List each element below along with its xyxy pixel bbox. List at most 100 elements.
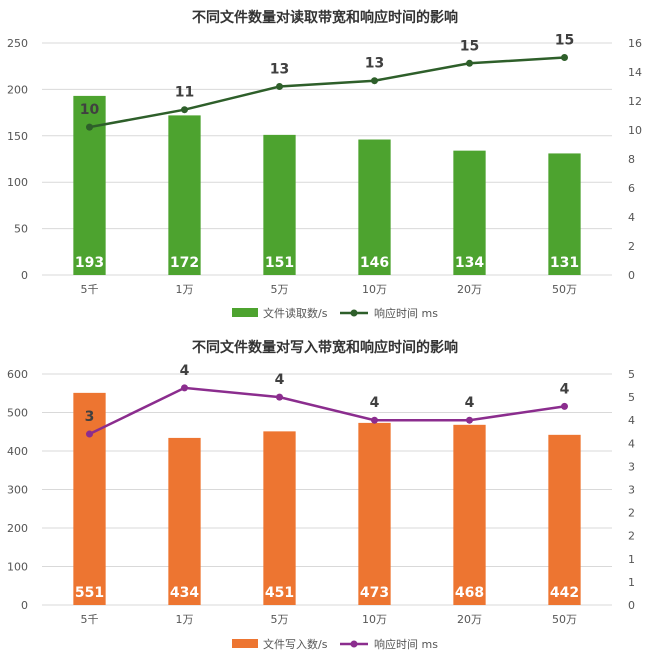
read-chart: 不同文件数量对读取带宽和响应时间的影响 0 50 100 150 200 250 0 2 4 6 8… <box>7 9 642 320</box>
line-value-label: 4 <box>465 395 475 411</box>
bar-value-label: 134 <box>455 255 484 271</box>
y-right-tick-label: 3 <box>628 484 635 497</box>
y-left-tick-label: 100 <box>7 176 28 189</box>
y-left-tick-label: 150 <box>7 130 28 143</box>
legend-bar-label: 文件读取数/s <box>263 306 328 320</box>
line-point <box>181 384 188 392</box>
y-right-tick-label: 8 <box>628 153 635 166</box>
bar <box>263 431 296 605</box>
x-tick-label: 5万 <box>271 613 289 626</box>
y-left-tick-label: 0 <box>21 599 28 612</box>
y-left-tick-label: 50 <box>14 223 28 236</box>
bar-value-label: 551 <box>75 585 104 601</box>
line-point <box>371 77 378 85</box>
bar <box>168 437 201 605</box>
y-left-tick-label: 100 <box>7 561 28 574</box>
x-tick-label: 20万 <box>457 283 482 296</box>
legend-line-label: 响应时间 ms <box>374 637 438 651</box>
x-tick-label: 10万 <box>362 613 387 626</box>
line-value-label: 13 <box>365 56 384 72</box>
y-right-tick-label: 1 <box>628 576 635 589</box>
y-left-tick-label: 200 <box>7 83 28 96</box>
x-tick-label: 20万 <box>457 613 482 626</box>
x-tick-label: 5千 <box>81 613 99 626</box>
bar <box>263 134 296 275</box>
legend-bar-label: 文件写入数/s <box>263 637 328 651</box>
x-tick-label: 1万 <box>176 613 194 626</box>
y-right-tick-label: 1 <box>628 553 635 566</box>
line-point <box>86 430 93 438</box>
line-point <box>86 123 93 131</box>
line-value-label: 3 <box>85 409 95 425</box>
line-point <box>561 402 568 410</box>
bar-value-label: 451 <box>265 585 294 601</box>
bar-value-label: 146 <box>360 255 389 271</box>
y-right-tick-label: 5 <box>628 368 635 381</box>
y-left-tick-label: 500 <box>7 407 28 420</box>
x-tick-label: 50万 <box>552 283 577 296</box>
bar <box>168 115 201 275</box>
y-right-tick-label: 16 <box>628 37 642 50</box>
line-series <box>88 386 565 436</box>
y-left-tick-label: 400 <box>7 445 28 458</box>
y-right-tick-label: 0 <box>628 269 635 282</box>
line-point <box>561 54 568 61</box>
y-right-tick-label: 4 <box>628 437 635 450</box>
bar-value-label: 151 <box>265 255 294 271</box>
x-tick-label: 5万 <box>271 283 289 296</box>
bar-value-label: 468 <box>455 585 484 601</box>
y-right-tick-label: 10 <box>628 124 642 137</box>
bar-value-label: 172 <box>170 255 199 271</box>
legend-line-label: 响应时间 ms <box>374 306 438 320</box>
y-left-tick-label: 0 <box>21 269 28 282</box>
y-right-tick-label: 12 <box>628 95 642 108</box>
chart-title: 不同文件数量对写入带宽和响应时间的影响 <box>192 339 458 356</box>
y-left-tick-label: 250 <box>7 37 28 50</box>
bar-value-label: 473 <box>360 585 389 601</box>
x-tick-label: 10万 <box>362 283 387 296</box>
y-right-tick-label: 14 <box>628 66 642 79</box>
line-point <box>371 416 378 424</box>
bar-value-label: 434 <box>170 585 199 601</box>
y-left-tick-label: 300 <box>7 484 28 497</box>
line-value-label: 15 <box>460 38 479 54</box>
y-right-tick-label: 2 <box>628 530 635 543</box>
bar <box>548 153 581 275</box>
y-right-tick-label: 4 <box>628 211 635 224</box>
y-right-tick-label: 5 <box>628 391 635 404</box>
line-value-label: 13 <box>270 62 289 78</box>
line-series <box>89 56 565 129</box>
bar <box>453 424 486 605</box>
chart-title: 不同文件数量对读取带宽和响应时间的影响 <box>192 9 458 26</box>
line-value-label: 15 <box>555 33 574 49</box>
legend-bar-swatch <box>232 308 258 317</box>
legend-line-marker <box>350 640 358 648</box>
y-right-tick-label: 4 <box>628 414 635 427</box>
line-point <box>181 106 188 114</box>
line-value-label: 4 <box>370 395 380 411</box>
line-point <box>276 83 283 90</box>
line-value-label: 4 <box>275 372 285 388</box>
line-value-label: 11 <box>175 85 194 101</box>
read-chart-panel: 不同文件数量对读取带宽和响应时间的影响 0 50 100 150 200 250 0 2 4 6 8… <box>0 0 650 330</box>
line-point <box>276 393 283 401</box>
write-chart: 不同文件数量对写入带宽和响应时间的影响 0 100 200 300 400 500 600 0… <box>7 339 635 651</box>
x-tick-label: 1万 <box>176 283 194 296</box>
x-tick-label: 5千 <box>81 283 99 296</box>
line-value-label: 4 <box>180 363 190 379</box>
bar <box>358 139 391 275</box>
line-point <box>466 59 473 67</box>
line-point <box>466 416 473 424</box>
legend-line-marker <box>350 309 358 317</box>
write-chart-panel: 不同文件数量对写入带宽和响应时间的影响 0 100 200 300 400 500 600 0… <box>0 330 650 660</box>
y-right-tick-label: 2 <box>628 507 635 520</box>
y-right-tick-label: 0 <box>628 599 635 612</box>
bar <box>358 422 391 605</box>
legend-bar-swatch <box>232 639 258 648</box>
y-right-tick-label: 3 <box>628 460 635 473</box>
bar <box>73 95 106 275</box>
y-left-tick-label: 200 <box>7 522 28 535</box>
line-value-label: 4 <box>560 381 570 397</box>
y-left-tick-label: 600 <box>7 368 28 381</box>
bar <box>548 434 581 605</box>
